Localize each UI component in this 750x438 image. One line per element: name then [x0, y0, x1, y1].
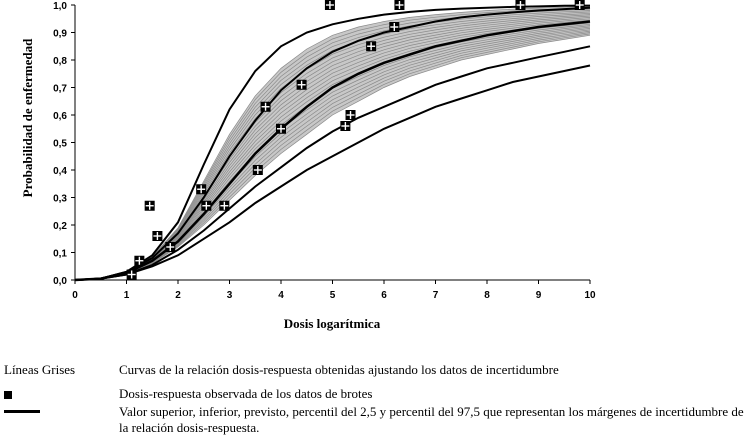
y-tick-label: 0,5 — [53, 139, 67, 150]
observed-point — [366, 41, 377, 52]
dose-response-chart: 0,0 0,1 0,2 0,3 0,4 0,5 0,6 0,7 0,8 0,9 1,0 0 1 2 3 4 5… — [20, 0, 596, 331]
y-axis-title: Probabilidad de enfermedad — [20, 38, 35, 197]
gray-curve — [74, 34, 591, 281]
observed-point — [252, 165, 263, 175]
x-tick-label: 2 — [175, 290, 181, 301]
gray-curve — [74, 7, 591, 281]
x-tick-group: 0 1 2 3 4 5 6 7 8 9 10 — [72, 280, 596, 301]
observed-point — [574, 0, 585, 10]
x-tick-label: 1 — [124, 290, 130, 301]
x-tick-label: 8 — [484, 290, 490, 301]
black-curve — [74, 6, 591, 281]
observed-point — [196, 184, 207, 195]
y-tick-label: 0,8 — [53, 56, 67, 67]
legend-item-gray-lines: Líneas Grises Curvas de la relación dosi… — [0, 362, 750, 378]
legend-text-observed: Dosis-respuesta observada de los datos d… — [119, 386, 373, 401]
observed-point — [134, 255, 145, 266]
observed-point — [126, 269, 137, 280]
square-marker-icon — [4, 391, 12, 399]
black-line-icon — [4, 410, 40, 413]
black-curve — [74, 4, 591, 281]
observed-point — [219, 200, 230, 211]
observed-point — [324, 0, 335, 10]
y-tick-label: 0,6 — [53, 111, 67, 122]
gray-curve — [74, 18, 591, 281]
observed-point — [276, 123, 286, 134]
x-tick-label: 7 — [433, 290, 439, 301]
gray-curve — [74, 17, 591, 281]
gray-curve — [74, 6, 591, 281]
observed-point — [165, 242, 176, 252]
observed-point — [152, 231, 163, 241]
x-tick-label: 4 — [278, 290, 284, 301]
x-tick-label: 9 — [536, 290, 542, 301]
y-tick-label: 0,7 — [53, 84, 67, 95]
y-tick-group: 0,0 0,1 0,2 0,3 0,4 0,5 0,6 0,7 0,8 0,9 1,0 — [53, 1, 75, 287]
y-tick-label: 0,1 — [53, 249, 67, 260]
legend-text-black-lines: Valor superior, inferior, previsto, perc… — [119, 404, 744, 435]
observed-point — [515, 0, 526, 10]
observed-point — [340, 121, 351, 131]
x-tick-label: 5 — [330, 290, 336, 301]
observed-point — [394, 0, 405, 10]
x-tick-label: 10 — [584, 290, 596, 301]
black-curve — [74, 64, 591, 281]
observed-point — [345, 110, 356, 120]
gray-curve — [74, 21, 591, 281]
black-curve — [74, 20, 591, 282]
legend-text-gray-lines: Curvas de la relación dosis-respuesta ob… — [119, 362, 559, 377]
legend-key-gray-lines: Líneas Grises — [4, 362, 76, 377]
observed-point — [144, 200, 155, 211]
y-tick-label: 0,0 — [53, 276, 67, 287]
y-tick-label: 0,3 — [53, 194, 67, 205]
y-tick-label: 0,2 — [53, 221, 67, 232]
observed-point — [260, 101, 271, 112]
x-tick-label: 0 — [72, 290, 78, 301]
y-tick-label: 1,0 — [53, 1, 67, 12]
gray-curve — [74, 33, 591, 281]
gray-curve — [74, 19, 591, 281]
observed-point — [389, 22, 400, 32]
y-tick-label: 0,4 — [53, 166, 67, 177]
black-curve — [74, 45, 591, 281]
gray-band-area — [75, 6, 590, 281]
legend-item-black-lines: Valor superior, inferior, previsto, perc… — [0, 404, 750, 438]
gray-curve — [74, 32, 591, 281]
x-tick-label: 6 — [381, 290, 387, 301]
legend-item-observed: Dosis-respuesta observada de los datos d… — [0, 386, 750, 402]
x-axis-title: Dosis logarítmica — [284, 316, 381, 331]
observed-point — [201, 200, 212, 211]
x-tick-label: 3 — [227, 290, 233, 301]
plot-area — [74, 0, 591, 282]
y-tick-label: 0,9 — [53, 29, 67, 40]
gray-curve — [74, 30, 591, 281]
observed-point — [296, 79, 307, 90]
